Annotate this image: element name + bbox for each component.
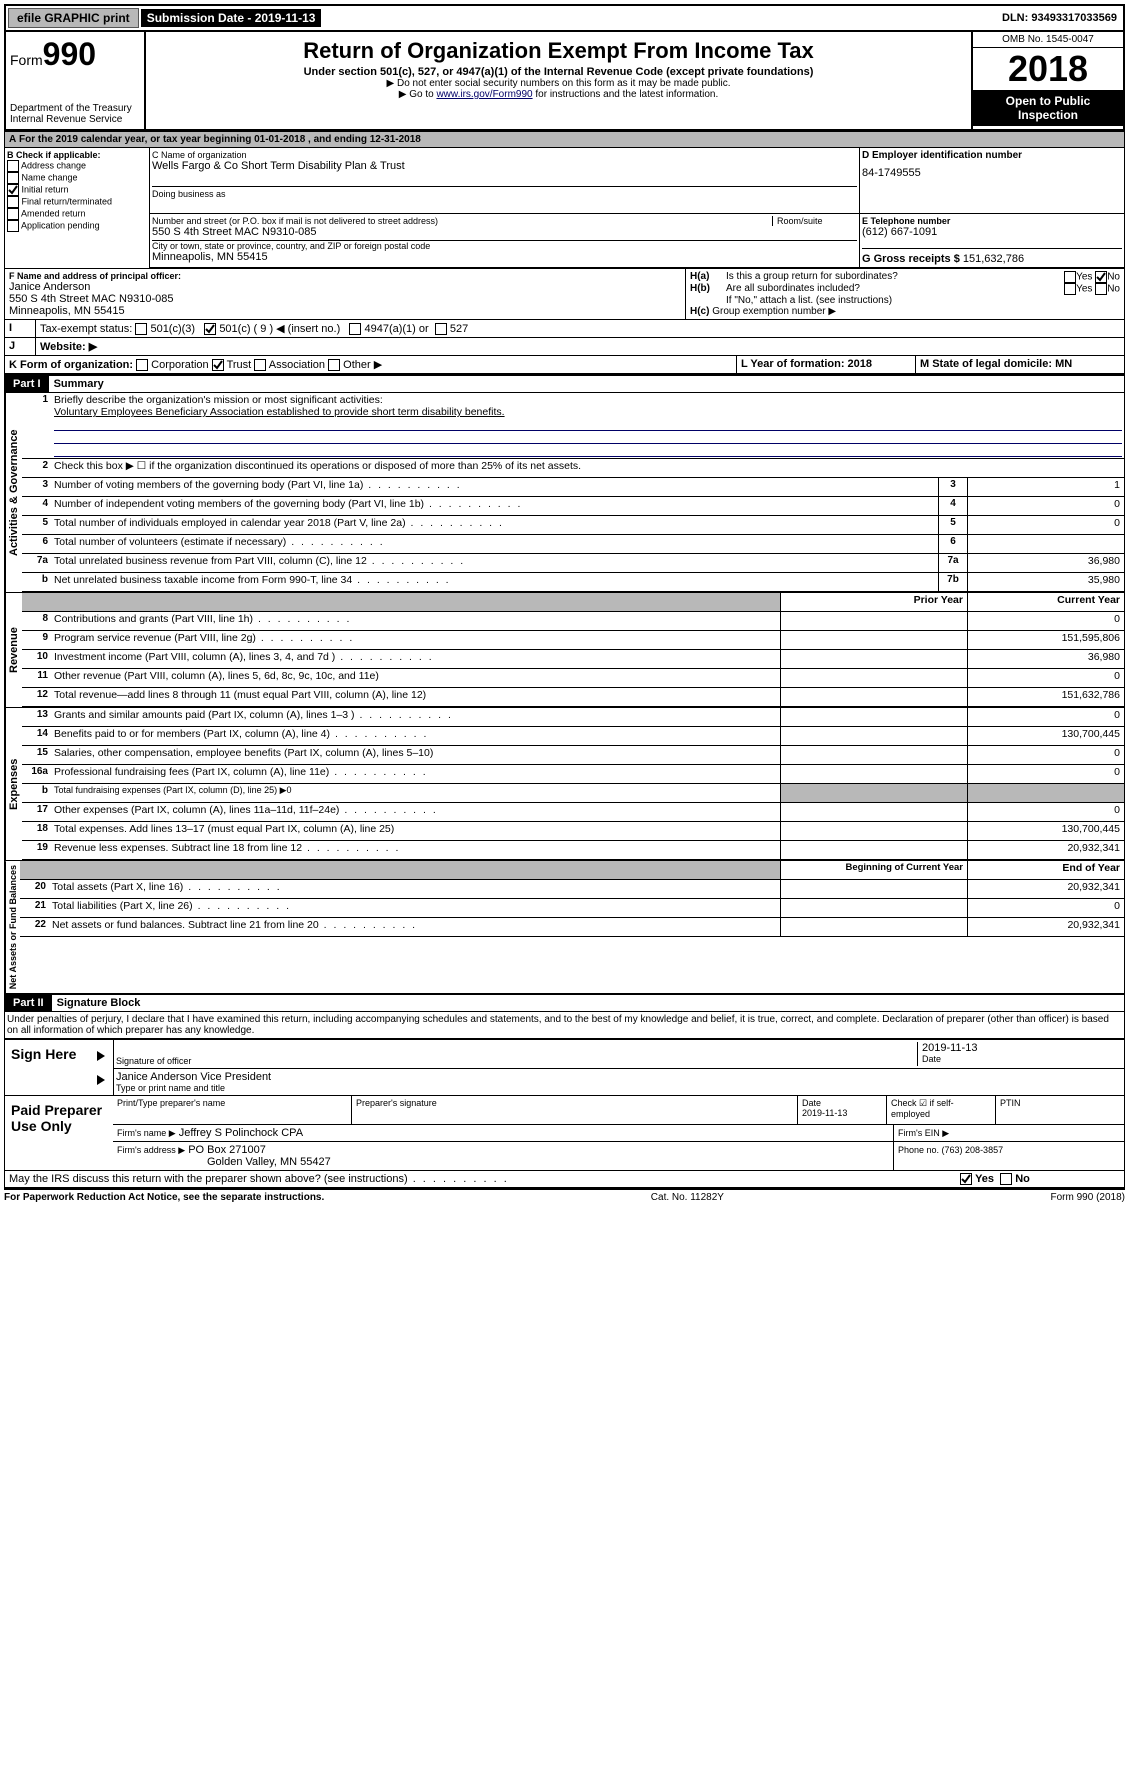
- part1-header: Part I Summary: [4, 374, 1125, 393]
- line-i: I Tax-exempt status: 501(c)(3) 501(c) ( …: [4, 320, 1125, 338]
- form-number: Form990: [10, 36, 140, 73]
- org-name: Wells Fargo & Co Short Term Disability P…: [152, 160, 857, 172]
- goto-note: ▶ Go to www.irs.gov/Form990 for instruct…: [150, 89, 967, 100]
- paid-preparer: Paid Preparer Use Only Print/Type prepar…: [4, 1096, 1125, 1171]
- section-bcdefg: B Check if applicable: Address change Na…: [4, 148, 1125, 269]
- sign-here: Sign Here Signature of officer 2019-11-1…: [4, 1038, 1125, 1096]
- submission-date: Submission Date - 2019-11-13: [141, 9, 322, 27]
- omb-number: OMB No. 1545-0047: [973, 32, 1123, 48]
- footer: For Paperwork Reduction Act Notice, see …: [4, 1188, 1125, 1205]
- org-city: Minneapolis, MN 55415: [152, 251, 857, 263]
- form-header: Form990 Department of the Treasury Inter…: [4, 32, 1125, 131]
- efile-print-button[interactable]: efile GRAPHIC print: [8, 8, 139, 28]
- ein: 84-1749555: [862, 167, 1122, 179]
- dln-label: DLN: 93493317033569: [996, 10, 1123, 26]
- line-j: J Website: ▶: [4, 338, 1125, 356]
- expenses-section: Expenses 13Grants and similar amounts pa…: [4, 708, 1125, 861]
- col-b: B Check if applicable: Address change Na…: [5, 148, 150, 268]
- irs-link[interactable]: www.irs.gov/Form990: [436, 89, 532, 100]
- revenue-section: Revenue Prior YearCurrent Year 8Contribu…: [4, 593, 1125, 708]
- form-subtitle: Under section 501(c), 527, or 4947(a)(1)…: [150, 66, 967, 78]
- open-public: Open to Public Inspection: [973, 90, 1123, 126]
- mission-text: Voluntary Employees Beneficiary Associat…: [54, 406, 505, 418]
- telephone: (612) 667-1091: [862, 226, 1122, 238]
- line-klm: K Form of organization: Corporation Trus…: [4, 356, 1125, 374]
- activities-governance: Activities & Governance 1Briefly describ…: [4, 393, 1125, 593]
- firm-name: Jeffrey S Polinchock CPA: [179, 1127, 303, 1139]
- netassets-section: Net Assets or Fund Balances Beginning of…: [4, 861, 1125, 994]
- discuss-row: May the IRS discuss this return with the…: [4, 1171, 1125, 1188]
- gross-receipts: 151,632,786: [963, 253, 1024, 265]
- irs-label: Internal Revenue Service: [10, 114, 140, 125]
- form-title: Return of Organization Exempt From Incom…: [150, 38, 967, 64]
- perjury-declaration: Under penalties of perjury, I declare th…: [4, 1012, 1125, 1038]
- top-toolbar: efile GRAPHIC print Submission Date - 20…: [4, 4, 1125, 32]
- officer-name: Janice Anderson: [9, 281, 681, 293]
- line-a: A For the 2019 calendar year, or tax yea…: [4, 131, 1125, 148]
- ssn-note: ▶ Do not enter social security numbers o…: [150, 78, 967, 89]
- dept-treasury: Department of the Treasury: [10, 103, 140, 114]
- org-address: 550 S 4th Street MAC N9310-085: [152, 226, 857, 238]
- part2-header: Part II Signature Block: [4, 994, 1125, 1012]
- section-fh: F Name and address of principal officer:…: [4, 269, 1125, 320]
- tax-year: 2018: [973, 48, 1123, 90]
- officer-signature-name: Janice Anderson Vice President: [116, 1071, 1122, 1083]
